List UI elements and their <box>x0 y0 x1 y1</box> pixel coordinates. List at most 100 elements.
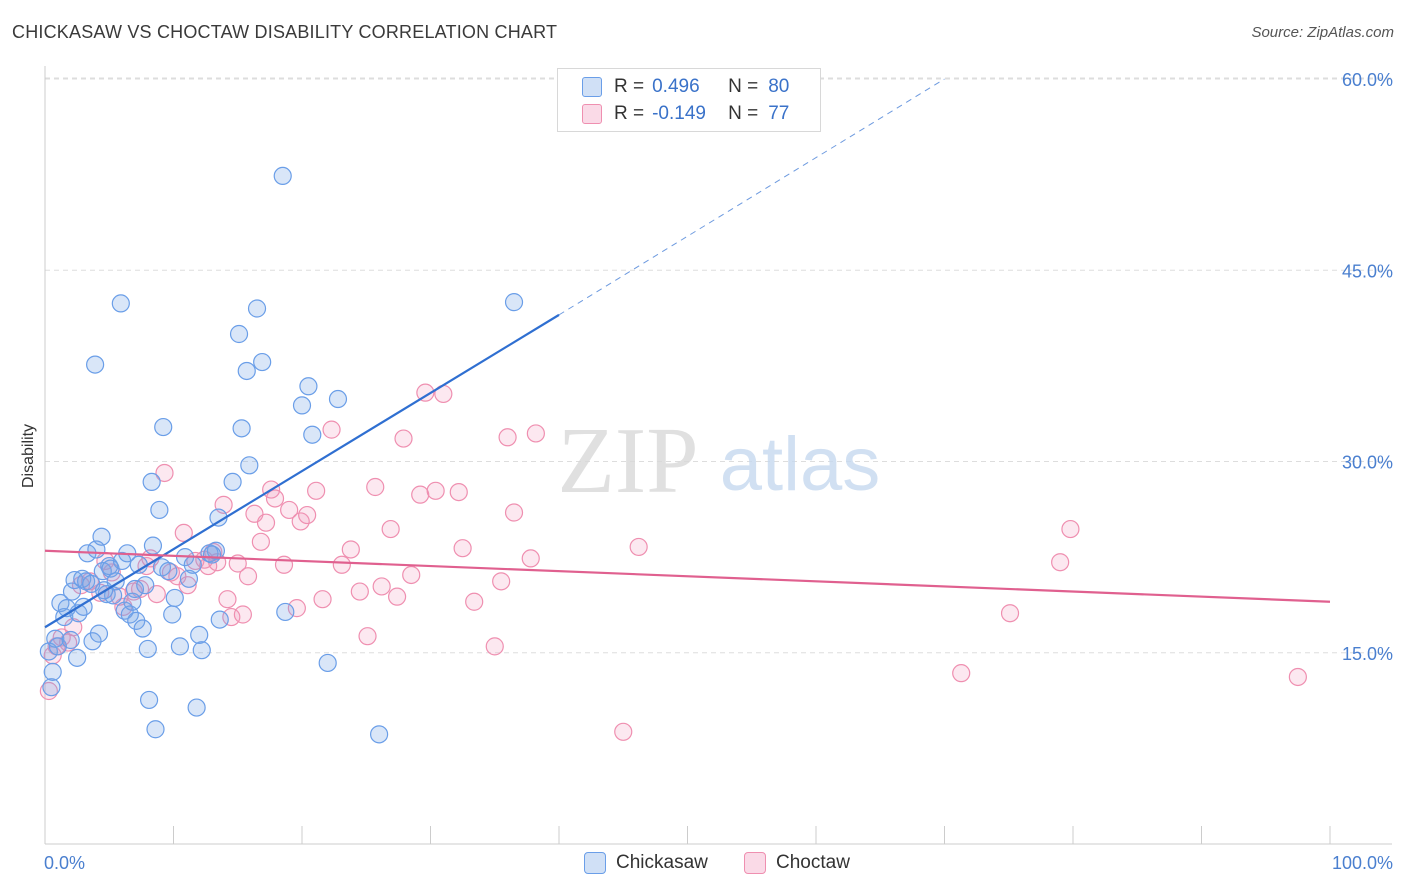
trend-lines <box>44 78 1331 629</box>
y-tick-label: 30.0% <box>1342 453 1393 473</box>
r-label: R = <box>614 76 645 97</box>
chickasaw-point <box>170 637 190 656</box>
choctaw-point <box>381 519 400 539</box>
chickasaw-point <box>62 582 82 601</box>
choctaw-point <box>1061 519 1080 539</box>
choctaw-point <box>251 532 270 551</box>
choctaw-point <box>366 477 385 497</box>
choctaw-point <box>449 483 468 502</box>
choctaw-point <box>952 664 971 683</box>
chickasaw-point <box>240 456 259 475</box>
choctaw-point <box>332 555 351 574</box>
chickasaw-point <box>139 690 159 710</box>
chickasaw-point <box>146 720 165 739</box>
series-legend: Chickasaw Choctaw <box>0 852 1406 876</box>
legend-item-chickasaw[interactable]: Chickasaw <box>584 852 708 874</box>
legend-swatch-choctaw <box>582 104 602 124</box>
choctaw-point <box>238 567 258 586</box>
chickasaw-point <box>276 602 295 622</box>
chickasaw-point <box>143 536 163 555</box>
choctaw-point <box>504 503 524 522</box>
chickasaw-point <box>273 166 292 185</box>
choctaw-point <box>526 424 545 443</box>
legend-swatch-chickasaw <box>582 77 602 97</box>
n-label: N = <box>728 103 759 124</box>
chickasaw-point <box>179 569 199 588</box>
chickasaw-point <box>74 597 93 616</box>
tick-labels: 15.0% 30.0% 45.0% 60.0% 0.0% 100.0% <box>44 70 1393 873</box>
chickasaw-point <box>292 396 312 415</box>
chickasaw-point <box>86 355 105 374</box>
chickasaw-point <box>328 389 348 409</box>
choctaw-point <box>280 500 299 520</box>
legend-label-choctaw: Choctaw <box>776 852 850 873</box>
chickasaw-point <box>111 294 130 313</box>
choctaw-point <box>426 481 445 500</box>
correlation-legend: R = 0.496 N = 80 R = -0.149 N = 77 <box>557 68 821 132</box>
choctaw-trend-line <box>44 549 1331 603</box>
y-tick-label: 15.0% <box>1342 644 1393 664</box>
chickasaw-point <box>163 605 182 624</box>
legend-row-chickasaw: R = 0.496 N = 80 <box>582 75 789 99</box>
choctaw-point <box>178 576 197 595</box>
legend-label-chickasaw: Chickasaw <box>616 852 708 873</box>
chickasaw-point <box>61 630 80 650</box>
axes-layer <box>44 66 1392 845</box>
chickasaw-point <box>150 500 169 520</box>
watermark: ZIP atlas <box>558 409 881 513</box>
chickasaw-point <box>138 639 157 659</box>
legend-item-choctaw[interactable]: Choctaw <box>744 852 850 874</box>
choctaw-point <box>322 420 341 439</box>
chickasaw-point <box>154 417 173 437</box>
chickasaw-point <box>190 625 209 645</box>
x-tick-label: 0.0% <box>44 853 85 873</box>
r-label: R = <box>614 103 645 124</box>
chickasaw-point <box>187 698 206 717</box>
choctaw-point <box>274 555 294 574</box>
chickasaw-point <box>142 472 161 491</box>
choctaw-point <box>358 627 377 646</box>
chickasaw-point <box>136 576 155 595</box>
chickasaw-trend-extension <box>558 78 945 316</box>
r-value: -0.149 <box>652 103 706 124</box>
choctaw-point <box>492 572 511 591</box>
y-axis-title: Disability <box>20 424 37 488</box>
n-label: N = <box>728 76 759 97</box>
choctaw-point <box>394 429 413 448</box>
choctaw-point <box>1288 667 1307 687</box>
chickasaw-point <box>223 472 242 491</box>
choctaw-point <box>402 565 421 585</box>
choctaw-point <box>256 513 276 532</box>
choctaw-point <box>521 549 540 568</box>
chickasaw-point <box>229 324 249 344</box>
watermark-zip: ZIP <box>558 409 699 513</box>
choctaw-points <box>39 383 1307 741</box>
chickasaw-point <box>159 562 178 581</box>
chickasaw-point <box>253 352 272 372</box>
choctaw-point <box>350 582 369 601</box>
choctaw-point <box>222 607 241 627</box>
choctaw-point <box>416 383 435 402</box>
chickasaw-point <box>318 653 337 673</box>
chickasaw-point <box>299 377 318 396</box>
choctaw-point <box>1051 553 1070 572</box>
chickasaw-point <box>237 361 256 381</box>
choctaw-point <box>298 505 317 525</box>
choctaw-point <box>233 605 252 624</box>
n-value: 77 <box>768 103 790 124</box>
choctaw-point <box>629 537 648 557</box>
chickasaw-point <box>370 725 389 744</box>
choctaw-point <box>387 587 407 606</box>
chickasaw-points <box>39 166 524 744</box>
legend-swatch-chickasaw <box>584 852 606 874</box>
choctaw-point <box>341 540 360 559</box>
choctaw-point <box>614 722 633 741</box>
choctaw-point <box>287 599 306 618</box>
y-tick-label: 45.0% <box>1342 261 1393 281</box>
chickasaw-point <box>165 588 184 608</box>
chickasaw-point <box>202 545 222 564</box>
chickasaw-point <box>125 579 145 599</box>
choctaw-point <box>218 590 237 609</box>
chickasaw-point <box>192 641 211 660</box>
